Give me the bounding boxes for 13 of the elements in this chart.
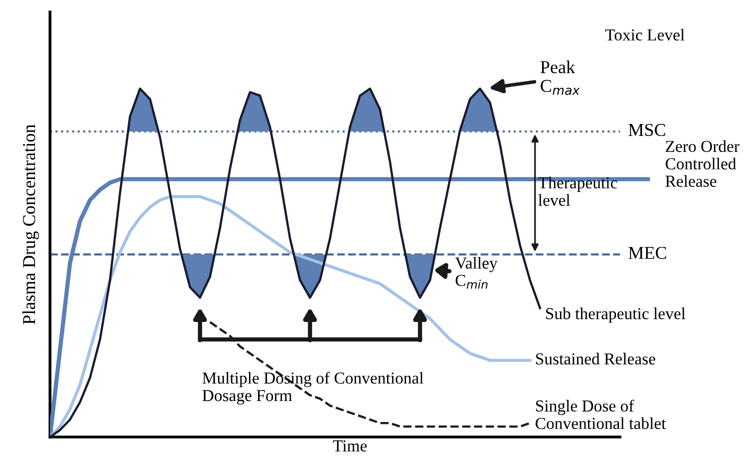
series-label: Zero Order Controlled Release xyxy=(665,140,740,187)
y-axis-title: Plasma Drug Concentration xyxy=(22,124,39,324)
annotation: Multiple Dosing of Conventional Dosage Form xyxy=(202,372,424,405)
text: Toxic Level xyxy=(605,28,684,41)
series-label: Sustained Release xyxy=(536,352,656,365)
ref-line-label: MEC xyxy=(628,246,666,259)
annotation: Sub therapeutic level xyxy=(546,308,686,323)
series-label: Single Dose of Conventional tablet xyxy=(536,400,666,430)
annotation: Therapeutic level xyxy=(538,176,618,206)
annotation: Valley C$_{min}$ xyxy=(455,256,498,289)
ref-line-label: MSC xyxy=(628,124,666,136)
x-axis-title: Time xyxy=(333,440,367,452)
annotation: Peak C$_{max}$ xyxy=(540,60,580,95)
